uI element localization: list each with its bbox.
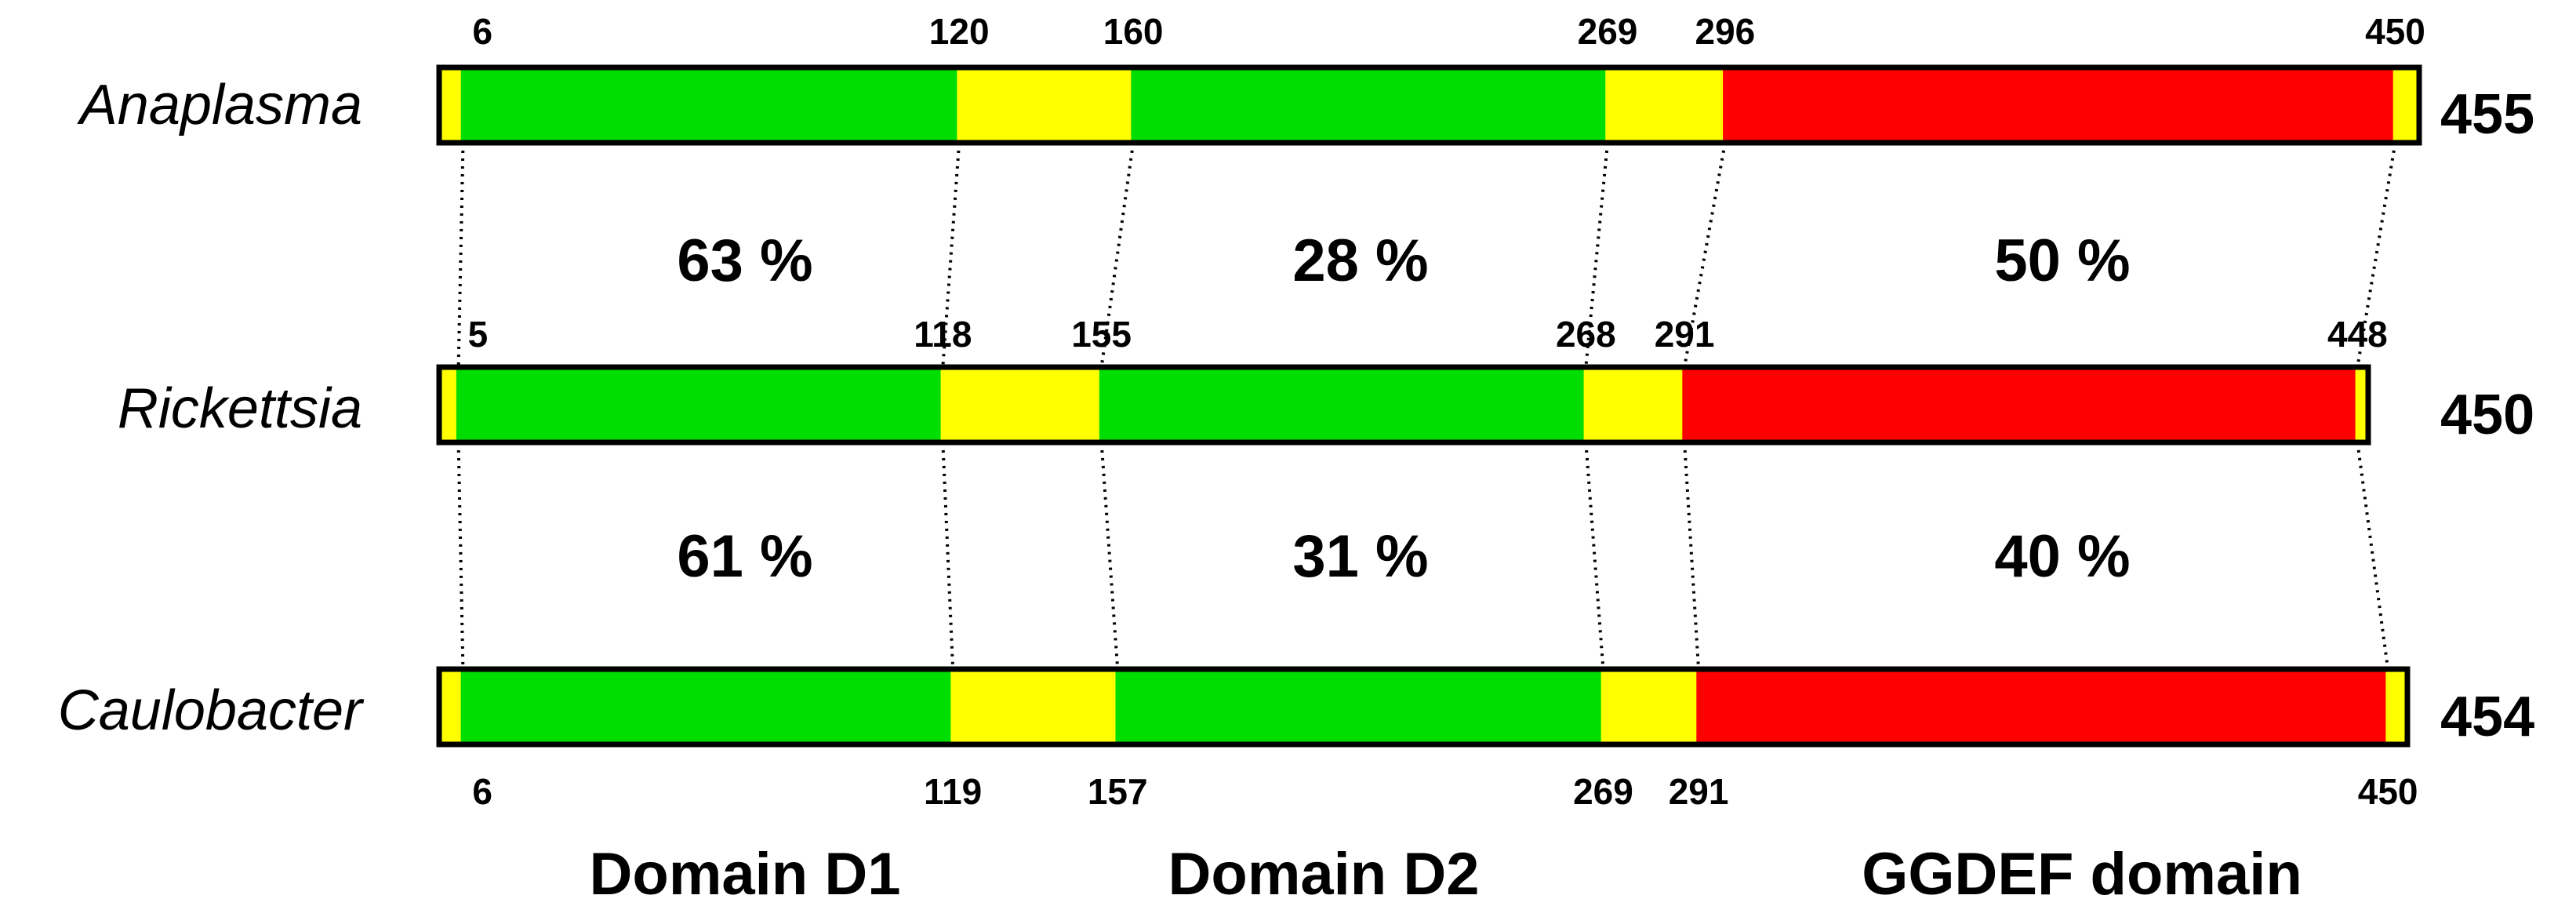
protein-segment-domain (456, 367, 946, 442)
protein-length-label: 454 (2440, 686, 2534, 748)
alignment-connector-line (1099, 442, 1120, 670)
protein-segment-linker (950, 669, 1120, 744)
organism-label: Rickettsia (118, 377, 362, 440)
protein-segment-linker (1583, 367, 1687, 442)
residue-boundary-label: 291 (1655, 314, 1715, 355)
residue-boundary-label: 269 (1573, 771, 1633, 812)
residue-boundary-label: 268 (1556, 314, 1616, 355)
residue-boundary-label: 157 (1088, 771, 1148, 812)
protein-segment-linker (1600, 669, 1701, 744)
protein-length-label: 455 (2440, 83, 2534, 146)
protein-segment-domain (1099, 367, 1589, 442)
protein-length-label: 450 (2440, 384, 2534, 446)
protein-segment-ggdef (1696, 669, 2390, 744)
protein-bar-outline (436, 64, 2422, 146)
protein-segment-linker (940, 367, 1104, 442)
residue-boundary-label: 5 (468, 314, 489, 355)
protein-segment-linker (2355, 367, 2368, 442)
residue-boundary-label: 118 (914, 314, 972, 355)
protein-segment-domain (460, 67, 961, 143)
domain-name-label: Domain D1 (590, 841, 901, 908)
domain-name-label: GGDEF domain (1862, 841, 2302, 908)
protein-bar-outline (436, 666, 2411, 748)
organism-label: Caulobacter (58, 679, 365, 742)
alignment-connector-line (1683, 442, 1701, 670)
alignment-connector-line (941, 442, 955, 670)
residue-boundary-label: 6 (472, 771, 492, 812)
alignment-connector-line (1584, 442, 1605, 670)
residue-boundary-label: 6 (473, 11, 493, 52)
residue-boundary-label: 450 (2365, 11, 2425, 52)
residue-boundary-label: 448 (2327, 314, 2388, 355)
alignment-connector-line (1683, 142, 1727, 368)
residue-boundary-label: 269 (1578, 11, 1638, 52)
identity-percent-label: 50 % (1994, 227, 2130, 294)
protein-segment-ggdef (1682, 367, 2360, 442)
protein-segment-linker (2393, 67, 2419, 143)
identity-percent-label: 61 % (677, 523, 812, 590)
residue-boundary-label: 120 (929, 11, 990, 52)
alignment-connector-line (1099, 142, 1135, 368)
organism-label: Anaplasma (77, 74, 362, 136)
alignment-connector-line (456, 442, 465, 670)
domain-name-label: Domain D2 (1168, 841, 1480, 908)
residue-boundary-label: 291 (1669, 771, 1729, 812)
residue-boundary-label: 160 (1103, 11, 1164, 52)
identity-percent-label: 31 % (1292, 523, 1428, 590)
identity-percent-label: 63 % (677, 227, 812, 294)
residue-boundary-label: 155 (1071, 314, 1132, 355)
protein-segment-ggdef (1723, 67, 2398, 143)
alignment-connector-line (456, 142, 465, 368)
protein-segment-domain (1131, 67, 1610, 143)
identity-percent-label: 40 % (1994, 523, 2130, 590)
residue-boundary-label: 450 (2358, 771, 2418, 812)
protein-segment-linker (2385, 669, 2407, 744)
identity-percent-label: 28 % (1292, 227, 1428, 294)
protein-segment-domain (1115, 669, 1606, 744)
protein-segment-linker (957, 67, 1135, 143)
residue-boundary-label: 119 (924, 771, 982, 812)
alignment-connector-line (2356, 442, 2390, 670)
protein-segment-domain (460, 669, 955, 744)
alignment-connector-line (2356, 142, 2397, 368)
protein-bar-outline (436, 364, 2371, 446)
protein-segment-linker (1605, 67, 1728, 143)
residue-boundary-label: 296 (1695, 11, 1755, 52)
